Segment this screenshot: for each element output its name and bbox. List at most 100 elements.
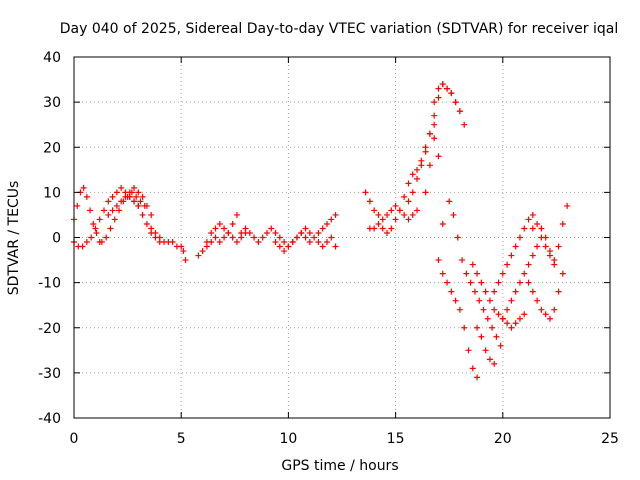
series-arc-23: [499, 234, 558, 322]
series-arc-12: [362, 189, 421, 223]
data-point: [555, 243, 562, 250]
data-point: [139, 193, 146, 200]
data-point: [135, 202, 142, 209]
data-point: [281, 239, 288, 246]
data-point: [208, 239, 215, 246]
data-point: [484, 315, 491, 322]
data-point: [366, 198, 373, 205]
data-point: [83, 193, 90, 200]
data-point: [435, 85, 442, 92]
data-point: [508, 324, 515, 331]
data-point: [546, 315, 553, 322]
x-tick-label: 25: [601, 431, 619, 447]
data-point: [461, 324, 468, 331]
data-point: [482, 288, 489, 295]
x-tick-label: 10: [279, 431, 297, 447]
data-point: [521, 270, 528, 277]
data-point: [414, 207, 421, 214]
data-point: [512, 243, 519, 250]
data-point: [272, 239, 279, 246]
data-point: [83, 239, 90, 246]
data-point: [379, 216, 386, 223]
data-point: [371, 225, 378, 232]
data-point: [444, 85, 451, 92]
data-point: [87, 207, 94, 214]
y-tick-label: -30: [38, 366, 61, 382]
data-point: [156, 234, 163, 241]
data-point: [80, 184, 87, 191]
data-point: [392, 202, 399, 209]
grid-lines: [74, 57, 610, 418]
data-point: [469, 261, 476, 268]
data-point: [476, 297, 483, 304]
data-point: [103, 234, 110, 241]
data-point: [448, 90, 455, 97]
data-point: [131, 198, 138, 205]
data-point: [246, 229, 253, 236]
data-point: [396, 207, 403, 214]
data-point: [74, 202, 81, 209]
data-point: [534, 243, 541, 250]
data-point: [401, 211, 408, 218]
data-point: [564, 202, 571, 209]
data-point: [111, 216, 118, 223]
data-point: [298, 229, 305, 236]
data-point: [422, 189, 429, 196]
data-point: [302, 225, 309, 232]
data-point: [491, 360, 498, 367]
data-point: [499, 270, 506, 277]
data-point: [409, 189, 416, 196]
series-arc-22: [491, 211, 536, 295]
data-point: [93, 229, 100, 236]
data-point: [435, 94, 442, 101]
data-point: [474, 374, 481, 381]
data-point: [276, 243, 283, 250]
data-point: [450, 211, 457, 218]
data-point: [431, 112, 438, 119]
data-point: [538, 306, 545, 313]
data-point: [491, 288, 498, 295]
series-arc-9: [238, 225, 313, 250]
data-point: [137, 198, 144, 205]
data-point: [268, 225, 275, 232]
data-point: [182, 257, 189, 264]
data-point: [323, 239, 330, 246]
y-tick-label: -10: [38, 276, 61, 292]
data-point: [525, 261, 532, 268]
y-tick-label: -20: [38, 321, 61, 337]
data-point: [135, 189, 142, 196]
data-point: [525, 216, 532, 223]
data-point: [516, 234, 523, 241]
data-point: [180, 248, 187, 255]
data-point: [426, 162, 433, 169]
x-tick-label: 20: [494, 431, 512, 447]
data-point: [439, 81, 446, 88]
data-point: [422, 148, 429, 155]
data-point: [195, 252, 202, 259]
x-tick-label: 5: [177, 431, 186, 447]
data-point: [88, 234, 95, 241]
data-point: [546, 248, 553, 255]
data-point: [426, 130, 433, 137]
data-point: [392, 216, 399, 223]
y-axis-label: SDTVAR / TECUs: [6, 181, 22, 296]
data-point: [319, 243, 326, 250]
data-point: [255, 239, 262, 246]
data-point: [118, 184, 125, 191]
data-point: [251, 234, 258, 241]
data-point: [499, 315, 506, 322]
data-point: [431, 121, 438, 128]
data-point: [152, 229, 159, 236]
data-point: [362, 189, 369, 196]
data-point: [143, 202, 150, 209]
data-point: [96, 216, 103, 223]
data-point: [101, 207, 108, 214]
data-point: [474, 324, 481, 331]
data-point: [525, 279, 532, 286]
y-tick-label: 0: [52, 231, 61, 247]
data-point: [212, 225, 219, 232]
y-tick-label: 40: [43, 50, 61, 66]
data-point: [259, 234, 266, 241]
series-arc-21: [469, 261, 528, 331]
x-axis-label: GPS time / hours: [281, 458, 398, 474]
